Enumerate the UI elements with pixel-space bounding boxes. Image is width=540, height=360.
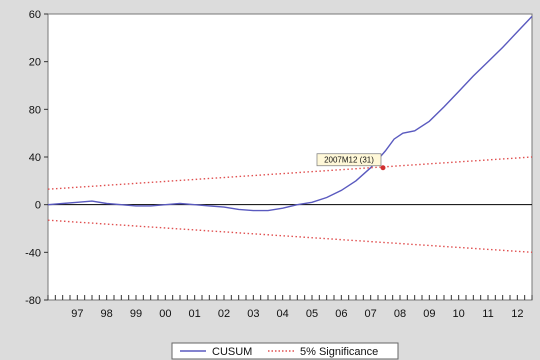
y-axis-ticks: -80 -40 0 40 80 20 60 [25, 9, 48, 307]
x-tick-label: 97 [71, 308, 83, 320]
x-tick-label: 12 [511, 308, 523, 320]
y-tick-label: 20 [29, 57, 41, 69]
legend-box [171, 342, 399, 360]
series-layer [47, 15, 533, 253]
x-tick-label: 11 [482, 308, 493, 320]
x-tick-label: 06 [335, 308, 347, 320]
annotation-box [316, 153, 382, 167]
x-tick-label: 10 [453, 308, 465, 320]
y-tick-label: 0 [35, 200, 41, 212]
x-tick-label: 98 [101, 308, 113, 320]
x-tick-label: 08 [394, 308, 406, 320]
x-axis-ticks: 97 98 99 00 01 02 03 04 05 06 07 08 09 10 11 12 [47, 295, 533, 320]
y-tick-label: -80 [25, 295, 41, 307]
x-tick-label: 09 [423, 308, 435, 320]
x-tick-label: 04 [277, 308, 289, 320]
x-tick-label: 07 [365, 308, 377, 320]
legend-label-cusum: CUSUM [212, 346, 252, 358]
annotation-label: 2007M12 (31) [324, 156, 374, 165]
legend: CUSUM 5% Significance [171, 342, 399, 360]
x-tick-label: 02 [218, 308, 230, 320]
series-cusum-line [47, 15, 533, 212]
x-tick-label: 00 [159, 308, 171, 320]
y-tick-label: 80 [29, 104, 41, 116]
y-tick-label: 40 [29, 152, 41, 164]
x-tick-label: 03 [247, 308, 259, 320]
series-significance-band-2 [47, 219, 533, 253]
plot-area-background [47, 13, 533, 301]
y-tick-label: 60 [29, 9, 41, 21]
x-tick-label: 01 [189, 308, 201, 320]
y-tick-label: -40 [25, 247, 41, 259]
annotation-layer: 2007M12 (31) [316, 153, 386, 171]
legend-label-significance: 5% Significance [300, 346, 378, 358]
series-significance-band-1 [47, 156, 533, 190]
x-tick-label: 99 [130, 308, 142, 320]
x-tick-label: 05 [306, 308, 318, 320]
crossing-marker [380, 165, 386, 171]
